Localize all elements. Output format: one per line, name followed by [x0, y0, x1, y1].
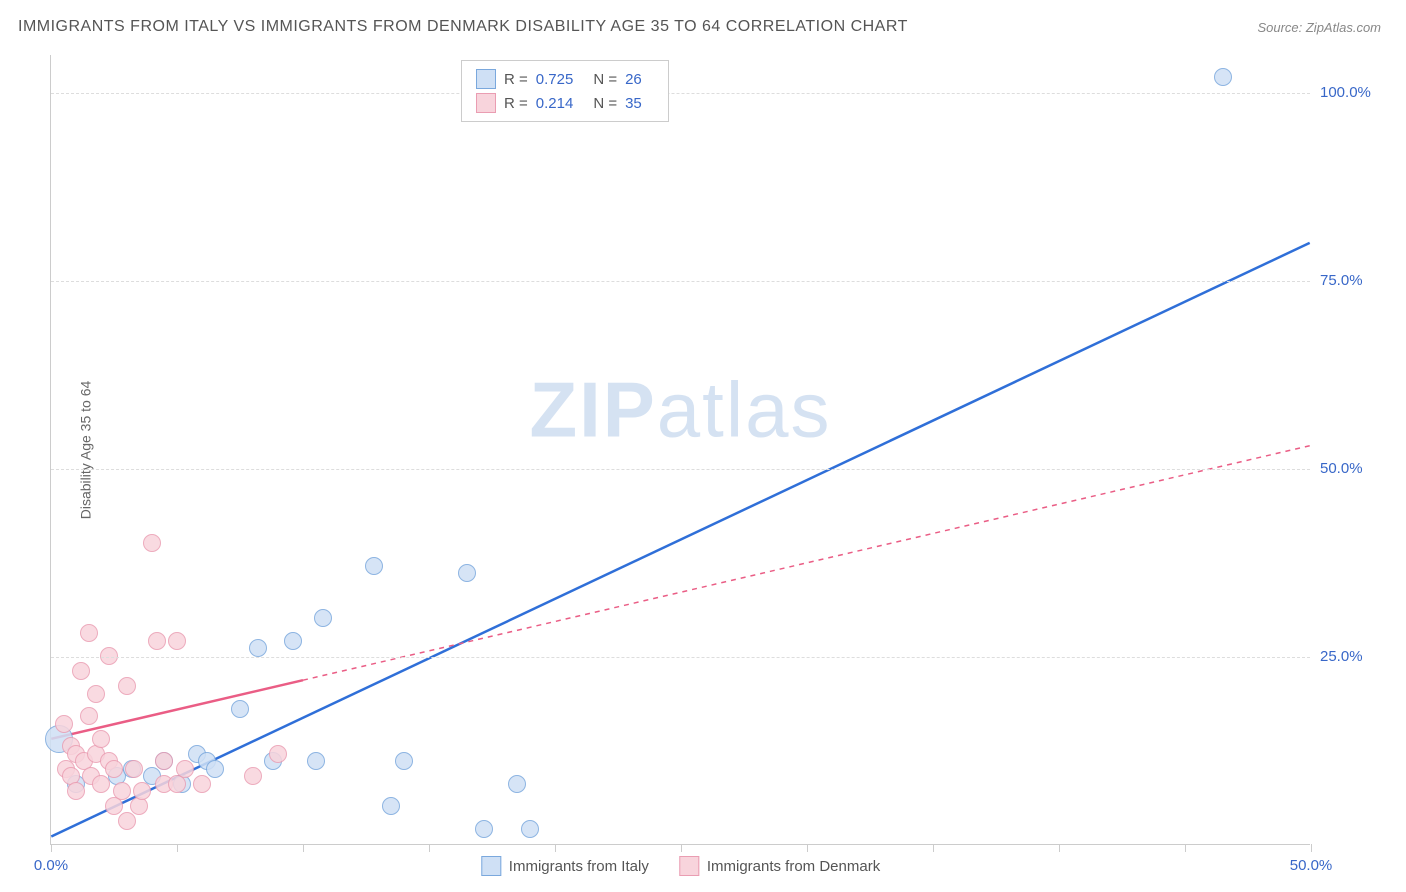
data-point [244, 767, 262, 785]
data-point [80, 624, 98, 642]
xtick [681, 844, 682, 852]
data-point [307, 752, 325, 770]
data-point [118, 677, 136, 695]
xtick [51, 844, 52, 852]
data-point [231, 700, 249, 718]
data-point [55, 715, 73, 733]
swatch-denmark [476, 93, 496, 113]
data-point [87, 685, 105, 703]
data-point [458, 564, 476, 582]
ytick-label: 75.0% [1320, 272, 1390, 289]
data-point [206, 760, 224, 778]
n-value-italy: 26 [625, 71, 642, 88]
xtick [303, 844, 304, 852]
data-point [92, 730, 110, 748]
data-point [92, 775, 110, 793]
data-point [395, 752, 413, 770]
xtick [429, 844, 430, 852]
trend-lines [51, 55, 1310, 844]
data-point [1214, 68, 1232, 86]
ytick-label: 100.0% [1320, 84, 1390, 101]
data-point [148, 632, 166, 650]
data-point [118, 812, 136, 830]
data-point [133, 782, 151, 800]
data-point [382, 797, 400, 815]
xtick-label: 50.0% [1290, 857, 1333, 874]
data-point [168, 632, 186, 650]
data-point [105, 760, 123, 778]
ytick-label: 50.0% [1320, 460, 1390, 477]
swatch-italy [481, 856, 501, 876]
legend-row-italy: R = 0.725 N = 26 [476, 67, 654, 91]
ytick-label: 25.0% [1320, 648, 1390, 665]
data-point [143, 534, 161, 552]
data-point [125, 760, 143, 778]
data-point [475, 820, 493, 838]
source-label: Source: ZipAtlas.com [1257, 20, 1381, 35]
xtick [1059, 844, 1060, 852]
data-point [365, 557, 383, 575]
legend-row-denmark: R = 0.214 N = 35 [476, 91, 654, 115]
watermark-light: atlas [657, 366, 832, 454]
data-point [193, 775, 211, 793]
xtick [807, 844, 808, 852]
swatch-italy [476, 69, 496, 89]
n-label: N = [593, 95, 617, 112]
chart-title: IMMIGRANTS FROM ITALY VS IMMIGRANTS FROM… [18, 18, 908, 36]
legend-label-italy: Immigrants from Italy [509, 858, 649, 875]
r-label: R = [504, 95, 528, 112]
data-point [67, 782, 85, 800]
gridline [51, 657, 1310, 658]
gridline [51, 281, 1310, 282]
data-point [80, 707, 98, 725]
data-point [249, 639, 267, 657]
xtick-label: 0.0% [34, 857, 68, 874]
data-point [113, 782, 131, 800]
data-point [284, 632, 302, 650]
data-point [314, 609, 332, 627]
legend-label-denmark: Immigrants from Denmark [707, 858, 880, 875]
watermark-bold: ZIP [529, 366, 656, 454]
data-point [155, 752, 173, 770]
xtick [555, 844, 556, 852]
data-point [269, 745, 287, 763]
data-point [72, 662, 90, 680]
series-legend: Immigrants from Italy Immigrants from De… [481, 856, 880, 876]
xtick [1311, 844, 1312, 852]
gridline [51, 469, 1310, 470]
watermark: ZIPatlas [529, 365, 831, 456]
yaxis-title: Disability Age 35 to 64 [77, 380, 93, 519]
r-value-denmark: 0.214 [536, 95, 574, 112]
legend-item-italy: Immigrants from Italy [481, 856, 649, 876]
data-point [508, 775, 526, 793]
xtick [1185, 844, 1186, 852]
xtick [933, 844, 934, 852]
n-label: N = [593, 71, 617, 88]
data-point [176, 760, 194, 778]
r-value-italy: 0.725 [536, 71, 574, 88]
n-value-denmark: 35 [625, 95, 642, 112]
correlation-legend: R = 0.725 N = 26 R = 0.214 N = 35 [461, 60, 669, 122]
r-label: R = [504, 71, 528, 88]
plot-area: Disability Age 35 to 64 ZIPatlas 25.0%50… [50, 55, 1310, 845]
xtick [177, 844, 178, 852]
gridline [51, 93, 1310, 94]
swatch-denmark [679, 856, 699, 876]
legend-item-denmark: Immigrants from Denmark [679, 856, 880, 876]
data-point [521, 820, 539, 838]
